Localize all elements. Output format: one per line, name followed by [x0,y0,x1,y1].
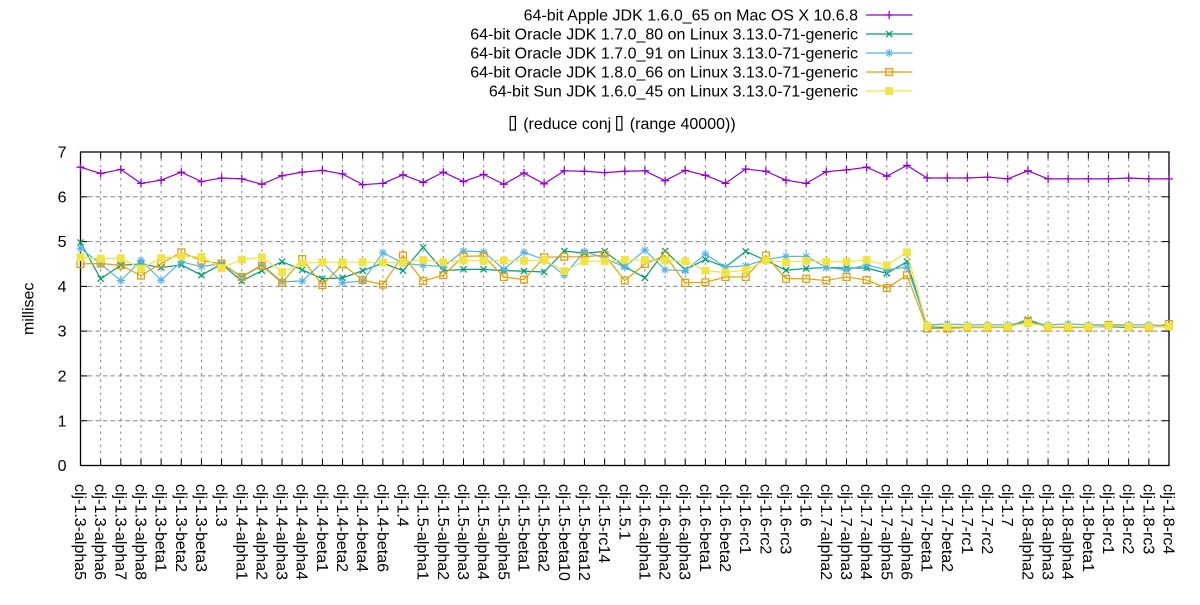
svg-text:clj-1.5-rc14: clj-1.5-rc14 [595,484,612,563]
svg-text:clj-1.5-alpha4: clj-1.5-alpha4 [474,484,491,580]
svg-text:clj-1.4-alpha3: clj-1.4-alpha3 [273,484,290,580]
svg-text:(range 40000)): (range 40000)) [630,116,736,133]
svg-text:4: 4 [58,279,67,296]
svg-text:clj-1.4-beta1: clj-1.4-beta1 [313,484,330,572]
svg-text:clj-1.8-alpha4: clj-1.8-alpha4 [1059,484,1076,580]
svg-text:clj-1.5-alpha1: clj-1.5-alpha1 [414,484,431,580]
svg-text:clj-1.4-alpha4: clj-1.4-alpha4 [293,484,310,580]
svg-text:clj-1.7-rc1: clj-1.7-rc1 [958,484,975,554]
svg-text:clj-1.7-alpha2: clj-1.7-alpha2 [817,484,834,580]
svg-text:clj-1.4-alpha1: clj-1.4-alpha1 [232,484,249,580]
svg-text:clj-1.5-beta1: clj-1.5-beta1 [514,484,531,572]
svg-text:clj-1.4-alpha2: clj-1.4-alpha2 [252,484,269,580]
svg-text:3: 3 [58,324,67,341]
svg-text:clj-1.4-beta6: clj-1.4-beta6 [373,484,390,572]
svg-text:clj-1.7-alpha4: clj-1.7-alpha4 [857,484,874,580]
svg-text:64-bit Oracle JDK 1.7.0_91 on: 64-bit Oracle JDK 1.7.0_91 on Linux 3.13… [470,46,858,63]
svg-text:clj-1.3-beta3: clj-1.3-beta3 [192,484,209,572]
svg-text:2: 2 [58,369,67,386]
svg-text:clj-1.4-beta2: clj-1.4-beta2 [333,484,350,572]
svg-text:clj-1.6-beta1: clj-1.6-beta1 [696,484,713,572]
svg-text:clj-1.8-rc4: clj-1.8-rc4 [1160,484,1177,554]
svg-text:clj-1.6-rc3: clj-1.6-rc3 [777,484,794,554]
svg-text:clj-1.8-alpha3: clj-1.8-alpha3 [1039,484,1056,580]
svg-text:64-bit Oracle JDK 1.7.0_80 on: 64-bit Oracle JDK 1.7.0_80 on Linux 3.13… [470,27,858,44]
svg-text:clj-1.5-alpha3: clj-1.5-alpha3 [454,484,471,580]
svg-text:clj-1.5-beta2: clj-1.5-beta2 [535,484,552,572]
svg-text:64-bit Oracle JDK 1.8.0_66 on: 64-bit Oracle JDK 1.8.0_66 on Linux 3.13… [470,65,858,82]
svg-text:6: 6 [58,189,67,206]
svg-text:5: 5 [58,234,67,251]
svg-text:clj-1.5-beta10: clj-1.5-beta10 [555,484,572,581]
svg-text:64-bit Apple JDK 1.6.0_65 on M: 64-bit Apple JDK 1.6.0_65 on Mac OS X 10… [524,8,859,25]
svg-text:64-bit Sun JDK 1.6.0_45 on Lin: 64-bit Sun JDK 1.6.0_45 on Linux 3.13.0-… [489,84,858,101]
svg-text:clj-1.3-beta1: clj-1.3-beta1 [152,484,169,572]
svg-text:clj-1.7-alpha3: clj-1.7-alpha3 [837,484,854,580]
svg-text:clj-1.6-rc1: clj-1.6-rc1 [736,484,753,554]
svg-text:clj-1.6-alpha1: clj-1.6-alpha1 [635,484,652,580]
svg-text:clj-1.3-alpha7: clj-1.3-alpha7 [111,484,128,580]
svg-text:clj-1.5-alpha5: clj-1.5-alpha5 [494,484,511,580]
svg-text:clj-1.3-alpha6: clj-1.3-alpha6 [91,484,108,580]
svg-text:clj-1.5.1: clj-1.5.1 [615,484,632,540]
svg-text:clj-1.4-beta4: clj-1.4-beta4 [353,484,370,572]
svg-text:clj-1.3-alpha8: clj-1.3-alpha8 [131,484,148,580]
svg-text:clj-1.7-beta1: clj-1.7-beta1 [918,484,935,572]
svg-text:clj-1.6-beta2: clj-1.6-beta2 [716,484,733,572]
svg-text:clj-1.7-rc2: clj-1.7-rc2 [978,484,995,554]
svg-text:clj-1.3: clj-1.3 [212,484,229,527]
svg-text:0: 0 [58,458,67,475]
svg-text:clj-1.8-rc1: clj-1.8-rc1 [1099,484,1116,554]
svg-text:clj-1.8-rc3: clj-1.8-rc3 [1139,484,1156,554]
svg-text:clj-1.8-rc2: clj-1.8-rc2 [1119,484,1136,554]
svg-text:clj-1.7-beta2: clj-1.7-beta2 [938,484,955,572]
svg-text:clj-1.4: clj-1.4 [394,484,411,527]
svg-text:clj-1.6-alpha3: clj-1.6-alpha3 [676,484,693,580]
svg-text:clj-1.6-alpha2: clj-1.6-alpha2 [656,484,673,580]
svg-text:clj-1.6: clj-1.6 [797,484,814,527]
svg-text:(reduce conj: (reduce conj [523,116,611,133]
svg-text:clj-1.6-rc2: clj-1.6-rc2 [756,484,773,554]
svg-text:clj-1.3-beta2: clj-1.3-beta2 [172,484,189,572]
svg-text:clj-1.3-alpha5: clj-1.3-alpha5 [71,484,88,580]
svg-text:clj-1.7: clj-1.7 [998,484,1015,527]
svg-text:millisec: millisec [20,283,37,335]
svg-text:1: 1 [58,413,67,430]
svg-text:clj-1.7-alpha5: clj-1.7-alpha5 [877,484,894,580]
svg-text:7: 7 [58,145,67,162]
svg-text:clj-1.7-alpha6: clj-1.7-alpha6 [897,484,914,580]
svg-text:clj-1.5-alpha2: clj-1.5-alpha2 [434,484,451,580]
svg-text:clj-1.5-beta12: clj-1.5-beta12 [575,484,592,581]
svg-text:clj-1.8-alpha2: clj-1.8-alpha2 [1018,484,1035,580]
svg-text:clj-1.8-beta1: clj-1.8-beta1 [1079,484,1096,572]
